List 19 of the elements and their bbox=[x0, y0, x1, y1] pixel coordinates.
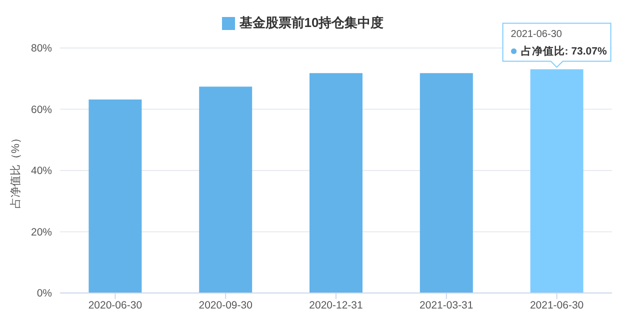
y-tick-label: 20% bbox=[30, 226, 52, 238]
y-tick-label: 0% bbox=[36, 288, 52, 300]
x-tick-label: 2020-06-30 bbox=[88, 299, 142, 312]
x-tick-label: 2021-03-31 bbox=[420, 299, 474, 312]
y-tick-label: 40% bbox=[30, 165, 52, 178]
x-tick-label: 2020-12-31 bbox=[309, 299, 364, 312]
y-axis-title: 占净值比（%） bbox=[8, 132, 22, 208]
y-tick-label: 60% bbox=[30, 104, 52, 116]
x-tick-label: 2021-06-30 bbox=[530, 299, 584, 312]
callout: 2021-06-30 占净值比: 73.07% bbox=[502, 22, 612, 68]
x-tick-label: 2020-09-30 bbox=[198, 299, 253, 312]
bar bbox=[88, 99, 142, 293]
bar bbox=[199, 86, 252, 293]
bar bbox=[420, 73, 473, 293]
bar bbox=[310, 73, 363, 293]
y-tick-label: 80% bbox=[30, 42, 52, 55]
bar bbox=[530, 69, 584, 293]
annotation: 占净值比: 73.07% bbox=[520, 44, 608, 58]
legend-label: 基金股票前10持仓集中度 bbox=[239, 15, 384, 30]
